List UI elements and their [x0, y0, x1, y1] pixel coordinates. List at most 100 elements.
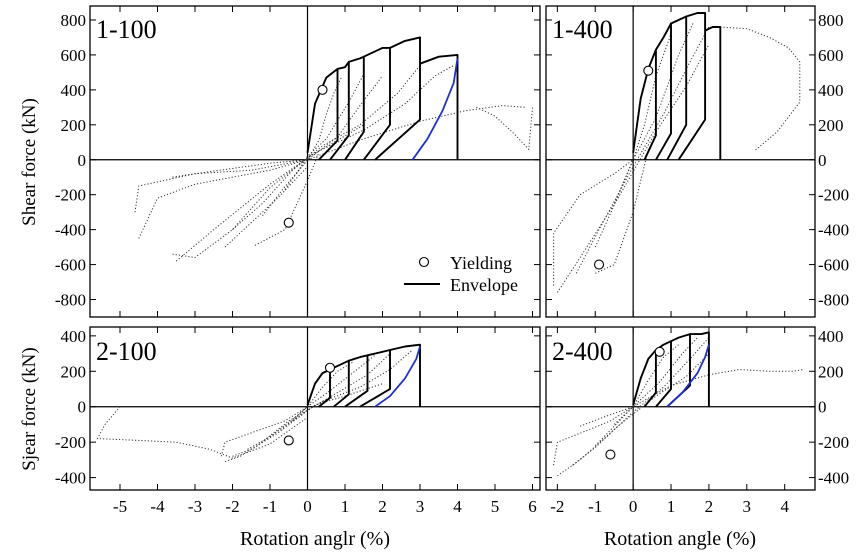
hysteresis-loop — [708, 368, 804, 376]
hysteresis-loop — [138, 159, 308, 239]
x-tick-label: 4 — [780, 497, 789, 516]
x-tick-label: -2 — [225, 497, 239, 516]
y-tick-label: -200 — [818, 186, 849, 205]
legend-envelope-label: Envelope — [450, 275, 518, 295]
x-tick-label: -2 — [550, 497, 564, 516]
y-tick-label: 200 — [61, 116, 87, 135]
hysteresis-loop — [553, 159, 634, 286]
panel-label: 2-400 — [552, 337, 613, 366]
hysteresis-loop — [220, 406, 308, 457]
y-tick-label: -400 — [55, 221, 86, 240]
hysteresis-loop — [224, 383, 383, 463]
y-tick-label: -400 — [818, 469, 849, 488]
unloading-curve — [411, 58, 459, 161]
y-tick-label: -600 — [55, 256, 86, 275]
envelope-curve — [363, 46, 391, 161]
envelope-curve — [632, 349, 657, 408]
legend-yielding-label: Yielding — [450, 253, 512, 273]
y-tick-label: 800 — [61, 11, 87, 30]
hysteresis-loop — [269, 354, 376, 438]
x-tick-label: 0 — [629, 497, 638, 516]
panel-2-100: -400 -200 0 200 400 -5 -4 -3 -2 -1 0 1 2 3 4 5 6 2-100 — [55, 326, 541, 516]
envelope-curve — [704, 26, 722, 160]
y-tick-label: 200 — [61, 362, 87, 381]
envelope-curve — [666, 15, 688, 161]
panel-label: 1-400 — [552, 15, 613, 44]
hysteresis-loop — [594, 21, 695, 248]
hysteresis-loop — [594, 337, 698, 447]
yielding-point — [643, 65, 654, 76]
panel-frame — [545, 5, 816, 318]
panel-label: 2-100 — [96, 337, 157, 366]
y-tick-label: -200 — [55, 186, 86, 205]
y-axis-title-bottom: Sjear force (kN) — [19, 347, 40, 470]
y-tick-label: 400 — [61, 81, 87, 100]
hysteresis-loop — [292, 361, 353, 422]
envelope-curve — [344, 55, 365, 161]
yielding-point — [654, 346, 665, 357]
hysteresis-loop — [134, 159, 308, 213]
legend: Yielding Envelope — [404, 253, 518, 295]
y-tick-label: 400 — [61, 327, 87, 346]
y-tick-label: 200 — [818, 362, 844, 381]
envelope-curve — [374, 36, 421, 161]
y-tick-label: 800 — [818, 11, 844, 30]
x-tick-label: 2 — [705, 497, 714, 516]
legend-yielding-marker — [418, 256, 430, 268]
panel-frame — [89, 326, 541, 491]
x-tick-label: 6 — [528, 497, 537, 516]
x-tick-label: 1 — [341, 497, 350, 516]
envelope-curve — [389, 343, 421, 407]
hysteresis-loop — [172, 124, 365, 259]
hysteresis-loop — [284, 73, 365, 190]
x-tick-label: -1 — [263, 497, 277, 516]
envelope-curve — [306, 368, 331, 408]
x-tick-label: 4 — [453, 497, 462, 516]
hysteresis-loop — [575, 26, 710, 274]
yielding-point — [324, 362, 336, 373]
unloading-curve — [374, 346, 421, 408]
y-tick-label: 200 — [818, 116, 844, 135]
panel-2-400: -400 -200 0 200 400 -2 -1 0 1 2 3 4 2-400 — [545, 326, 849, 516]
y-tick-label: -800 — [818, 291, 849, 310]
y-tick-label: 0 — [78, 151, 87, 170]
yielding-point — [605, 449, 616, 460]
x-tick-label: 3 — [416, 497, 425, 516]
unloading-curve — [666, 344, 710, 408]
y-tick-label: 600 — [61, 46, 87, 65]
x-tick-label: -4 — [150, 497, 165, 516]
x-axis-title-right: Rotation angle (%) — [604, 528, 756, 550]
yielding-point — [283, 435, 294, 446]
y-tick-label: -800 — [55, 291, 86, 310]
x-tick-label: 2 — [378, 497, 387, 516]
envelope-curve — [632, 48, 657, 161]
envelope-curve — [419, 53, 459, 160]
x-tick-label: -3 — [188, 497, 202, 516]
y-tick-label: -400 — [55, 469, 86, 488]
panel-label: 1-100 — [96, 15, 157, 44]
hysteresis-loop — [579, 374, 710, 427]
envelope-curve — [690, 331, 710, 407]
panel-1-400: -800 -600 -400 -200 0 200 400 600 800 1-400 — [545, 5, 849, 318]
envelope-curve — [655, 22, 672, 161]
y-tick-label: 600 — [818, 46, 844, 65]
y-tick-label: -400 — [818, 221, 849, 240]
hysteresis-loop — [254, 152, 320, 246]
yielding-point — [317, 84, 328, 95]
hysteresis-loop — [476, 106, 533, 151]
x-axis-title-left: Rotation anglr (%) — [240, 528, 390, 550]
y-tick-label: -600 — [818, 256, 849, 275]
envelope-curve — [677, 12, 707, 161]
x-tick-label: 0 — [303, 497, 312, 516]
hysteresis-loop — [572, 337, 710, 466]
y-tick-label: 0 — [818, 151, 827, 170]
hysteresis-loop — [720, 26, 801, 152]
y-axis-title-top: Shear force (kN) — [19, 98, 40, 226]
hysteresis-loop — [553, 406, 634, 466]
hysteresis-loop — [307, 105, 526, 161]
yielding-point — [593, 259, 605, 270]
x-tick-label: -5 — [113, 497, 127, 516]
y-tick-label: 400 — [818, 327, 844, 346]
y-tick-label: -200 — [55, 433, 86, 452]
